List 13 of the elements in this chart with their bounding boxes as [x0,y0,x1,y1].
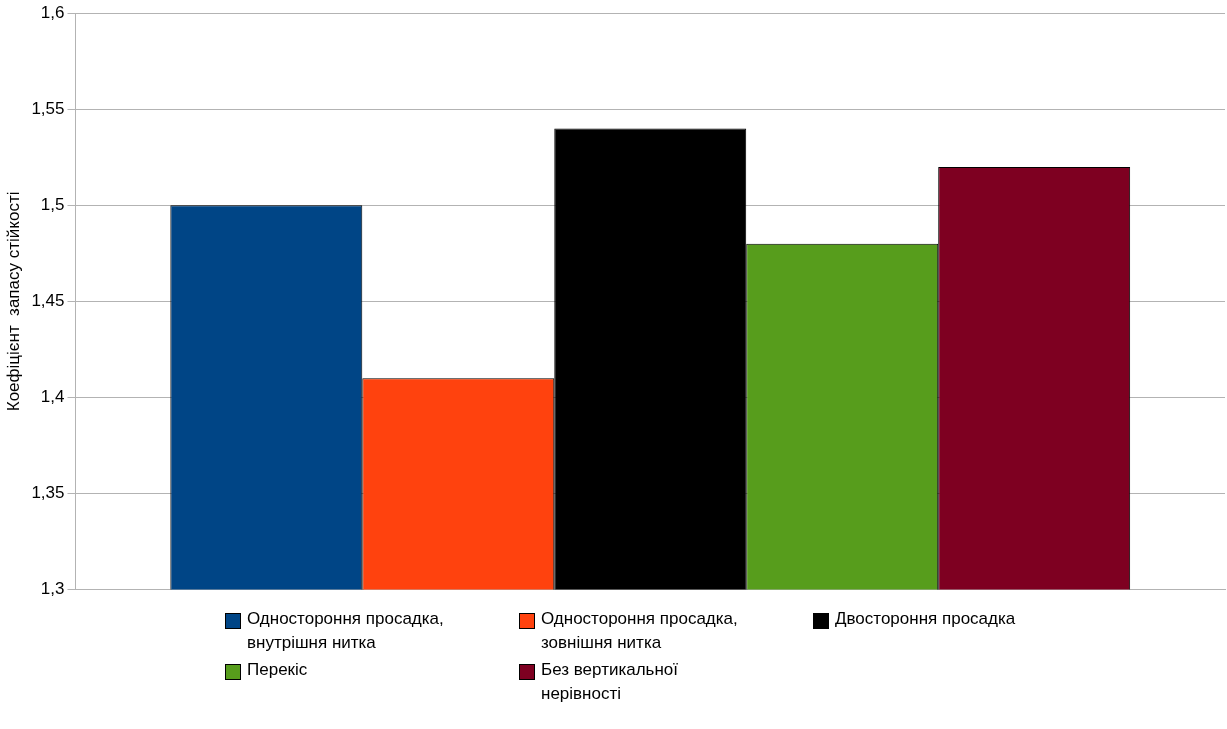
legend-label: Без вертикальної нерівності [541,659,680,705]
y-tick-label: 1,55 [31,98,65,118]
y-tick-label: 1,35 [31,483,65,503]
legend-label: Двостороння просадка [835,608,1016,630]
y-tick-label: 1,6 [40,2,65,22]
y-tick-label: 1,4 [40,387,65,407]
y-tick-label: 1,5 [40,195,65,215]
y-tick-label: 1,45 [31,291,65,311]
legend-label: Перекіс [247,659,308,681]
legend-label: Одностороння просадка, внутрішня нитка [247,608,445,654]
y-axis-title: Коефіцієнт запасу стійкості [3,191,23,412]
legend-label: Одностороння просадка, зовнішня нитка [541,608,739,654]
y-tick-label: 1,3 [40,579,65,599]
